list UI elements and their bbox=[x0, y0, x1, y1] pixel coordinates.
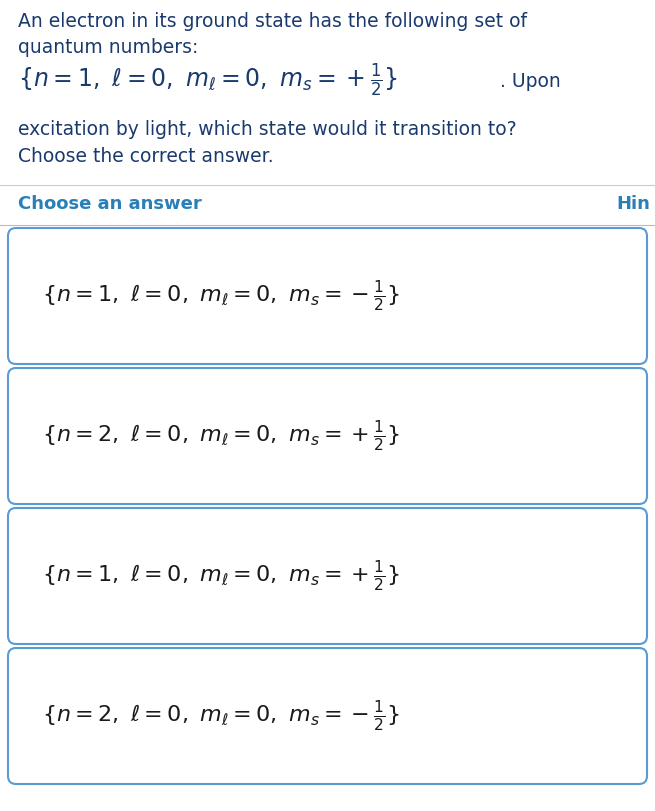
FancyBboxPatch shape bbox=[8, 508, 647, 644]
Text: Hin: Hin bbox=[616, 195, 650, 213]
Text: excitation by light, which state would it transition to?: excitation by light, which state would i… bbox=[18, 120, 517, 139]
Text: An electron in its ground state has the following set of: An electron in its ground state has the … bbox=[18, 12, 527, 31]
Text: $\{n = 1,\ \ell = 0,\ m_\ell = 0,\ m_s = -\frac{1}{2}\}$: $\{n = 1,\ \ell = 0,\ m_\ell = 0,\ m_s =… bbox=[42, 278, 400, 314]
Text: $\{n = 2,\ \ell = 0,\ m_\ell = 0,\ m_s = +\frac{1}{2}\}$: $\{n = 2,\ \ell = 0,\ m_\ell = 0,\ m_s =… bbox=[42, 418, 400, 453]
FancyBboxPatch shape bbox=[8, 228, 647, 364]
Text: $\{n = 2,\ \ell = 0,\ m_\ell = 0,\ m_s = -\frac{1}{2}\}$: $\{n = 2,\ \ell = 0,\ m_\ell = 0,\ m_s =… bbox=[42, 698, 400, 733]
Text: $\{n = 1,\ \ell = 0,\ m_\ell = 0,\ m_s = +\frac{1}{2}\}$: $\{n = 1,\ \ell = 0,\ m_\ell = 0,\ m_s =… bbox=[42, 559, 400, 594]
Text: quantum numbers:: quantum numbers: bbox=[18, 38, 198, 57]
FancyBboxPatch shape bbox=[8, 368, 647, 504]
Text: . Upon: . Upon bbox=[500, 72, 561, 91]
Text: Choose an answer: Choose an answer bbox=[18, 195, 202, 213]
Text: Choose the correct answer.: Choose the correct answer. bbox=[18, 147, 274, 166]
Text: $\{n = 1,\ \ell = 0,\ m_\ell = 0,\ m_s = +\frac{1}{2}\}$: $\{n = 1,\ \ell = 0,\ m_\ell = 0,\ m_s =… bbox=[18, 62, 398, 100]
FancyBboxPatch shape bbox=[8, 648, 647, 784]
